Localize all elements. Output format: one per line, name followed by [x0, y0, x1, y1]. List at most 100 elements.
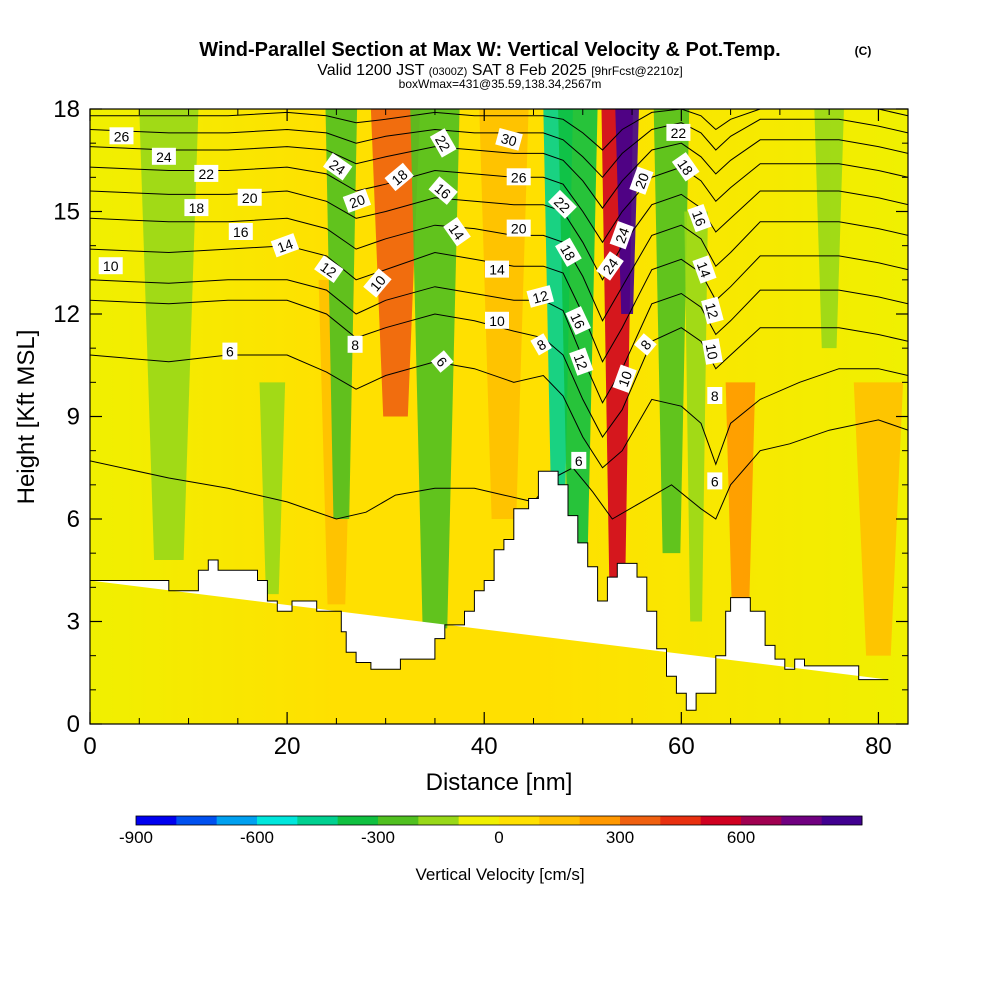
contour-label: 18: [184, 199, 209, 217]
contour-label: 12: [314, 255, 344, 284]
contour-label-bg: [443, 217, 471, 247]
contour-label-bg: [671, 152, 700, 182]
colorbar-bin: [620, 816, 661, 825]
contour-label: 18: [671, 152, 700, 182]
contour-label-bg: [485, 311, 509, 329]
theta-contour-20: [90, 163, 908, 244]
y-tick-label: 15: [53, 199, 80, 226]
theta-contour-22: [90, 139, 908, 209]
contour-label: 14: [692, 255, 717, 284]
theta-contour-8: [90, 354, 908, 469]
contour-label-text: 10: [615, 369, 635, 389]
contour-label: 12: [701, 296, 724, 325]
contour-label-bg: [666, 123, 691, 141]
contour-label-bg: [237, 188, 262, 206]
y-tick-label: 12: [53, 301, 80, 328]
contour-labels: 26 24 22 20 18 16 14 12 10 6 8 10 24 20 18 22 16 14 6 30 26 2…: [98, 123, 724, 490]
contour-label: 8: [530, 333, 552, 356]
contour-label-text: 16: [233, 224, 249, 240]
velocity-band: [410, 109, 460, 629]
theta-contour-10: [90, 299, 908, 438]
contour-label: 8: [634, 333, 657, 356]
contour-label: 10: [612, 364, 637, 393]
contour-label: 18: [384, 162, 414, 192]
y-tick-label: 3: [67, 609, 80, 636]
contour-label: 22: [547, 189, 577, 219]
velocity-band: [725, 382, 756, 656]
contour-label-text: 24: [156, 149, 172, 165]
colorbar-bin: [257, 816, 298, 825]
contour-label-text: 26: [511, 169, 527, 185]
contour-label-bg: [430, 350, 454, 373]
contour-label-bg: [109, 127, 134, 145]
contour-label: 24: [151, 147, 176, 165]
contour-label-bg: [701, 296, 724, 325]
contour-label-text: 8: [351, 337, 359, 353]
colorbar-bin: [337, 816, 379, 825]
contour-label: 24: [596, 251, 624, 281]
theta-contour-24: [90, 118, 908, 179]
contour-label-bg: [485, 260, 509, 278]
contour-label: 6: [571, 451, 587, 469]
contour-label: 20: [629, 166, 654, 195]
contour-label-bg: [429, 128, 457, 158]
vertical-velocity-field: [139, 109, 904, 656]
colorbar-bin: [499, 816, 540, 825]
contour-label-text: 14: [275, 235, 295, 255]
velocity-band: [684, 211, 708, 622]
contour-label-bg: [701, 338, 723, 365]
contour-label-text: 12: [571, 352, 591, 372]
colorbar-tick-label: 0: [494, 828, 503, 847]
contour-label-text: 12: [531, 287, 550, 307]
colorbar-bin: [741, 816, 782, 825]
contour-label-bg: [707, 387, 723, 404]
contour-label: 24: [609, 221, 634, 250]
contour-label-text: 6: [575, 453, 583, 469]
theta-contour-26: [90, 109, 908, 151]
contour-label-bg: [707, 472, 723, 490]
y-tick-label: 18: [53, 96, 80, 123]
x-tick-label: 0: [83, 733, 96, 760]
colorbar-bin: [136, 816, 177, 825]
contour-label-text: 16: [567, 310, 588, 331]
contour-label-bg: [222, 342, 238, 360]
contour-label: 6: [222, 342, 238, 360]
contour-label-text: 14: [489, 262, 505, 278]
contour-label: 8: [707, 387, 723, 404]
contour-label-text: 8: [711, 388, 719, 404]
contour-label: 12: [526, 285, 555, 308]
colorbar-tick-label: -300: [361, 828, 395, 847]
colorbar-bin: [781, 816, 823, 825]
contour-label-text: 22: [671, 125, 687, 141]
contour-label: 22: [429, 128, 457, 158]
box-wmax-line: boxWmax=431@35.59,138.34,2567m: [399, 77, 602, 91]
forecast-info: [9hrFcst@2210z]: [591, 64, 683, 78]
contour-label-bg: [270, 233, 300, 258]
contour-label-text: 22: [199, 166, 215, 182]
colorbar-tick-label: -900: [119, 828, 153, 847]
contour-label-text: 12: [702, 301, 722, 320]
colorbar-tick-label: 600: [727, 828, 755, 847]
contour-label: 14: [443, 217, 471, 247]
contour-label: 6: [707, 472, 723, 490]
contour-label-bg: [347, 335, 363, 353]
contour-label: 14: [270, 233, 300, 258]
colorbar-tick-label: 300: [606, 828, 634, 847]
contour-label: 16: [228, 223, 253, 240]
contour-label-bg: [547, 189, 577, 219]
contour-label-bg: [322, 152, 353, 181]
contour-label-text: 20: [511, 221, 527, 237]
contour-label: 10: [363, 268, 392, 298]
contour-label-bg: [314, 255, 344, 284]
contour-label-text: 20: [632, 171, 652, 191]
x-tick-label: 80: [865, 733, 892, 760]
contour-label-bg: [571, 451, 587, 469]
contour-label-bg: [228, 223, 253, 240]
valid-time-line: Valid 1200 JST (0300Z) SAT 8 Feb 2025 [9…: [317, 62, 683, 79]
velocity-band: [814, 109, 844, 349]
velocity-band: [259, 382, 286, 595]
y-axis-title: Height [Kft MSL]: [13, 330, 40, 505]
contour-label-bg: [692, 255, 717, 284]
x-tick-label: 20: [274, 733, 301, 760]
theta-contour-16: [90, 217, 908, 322]
